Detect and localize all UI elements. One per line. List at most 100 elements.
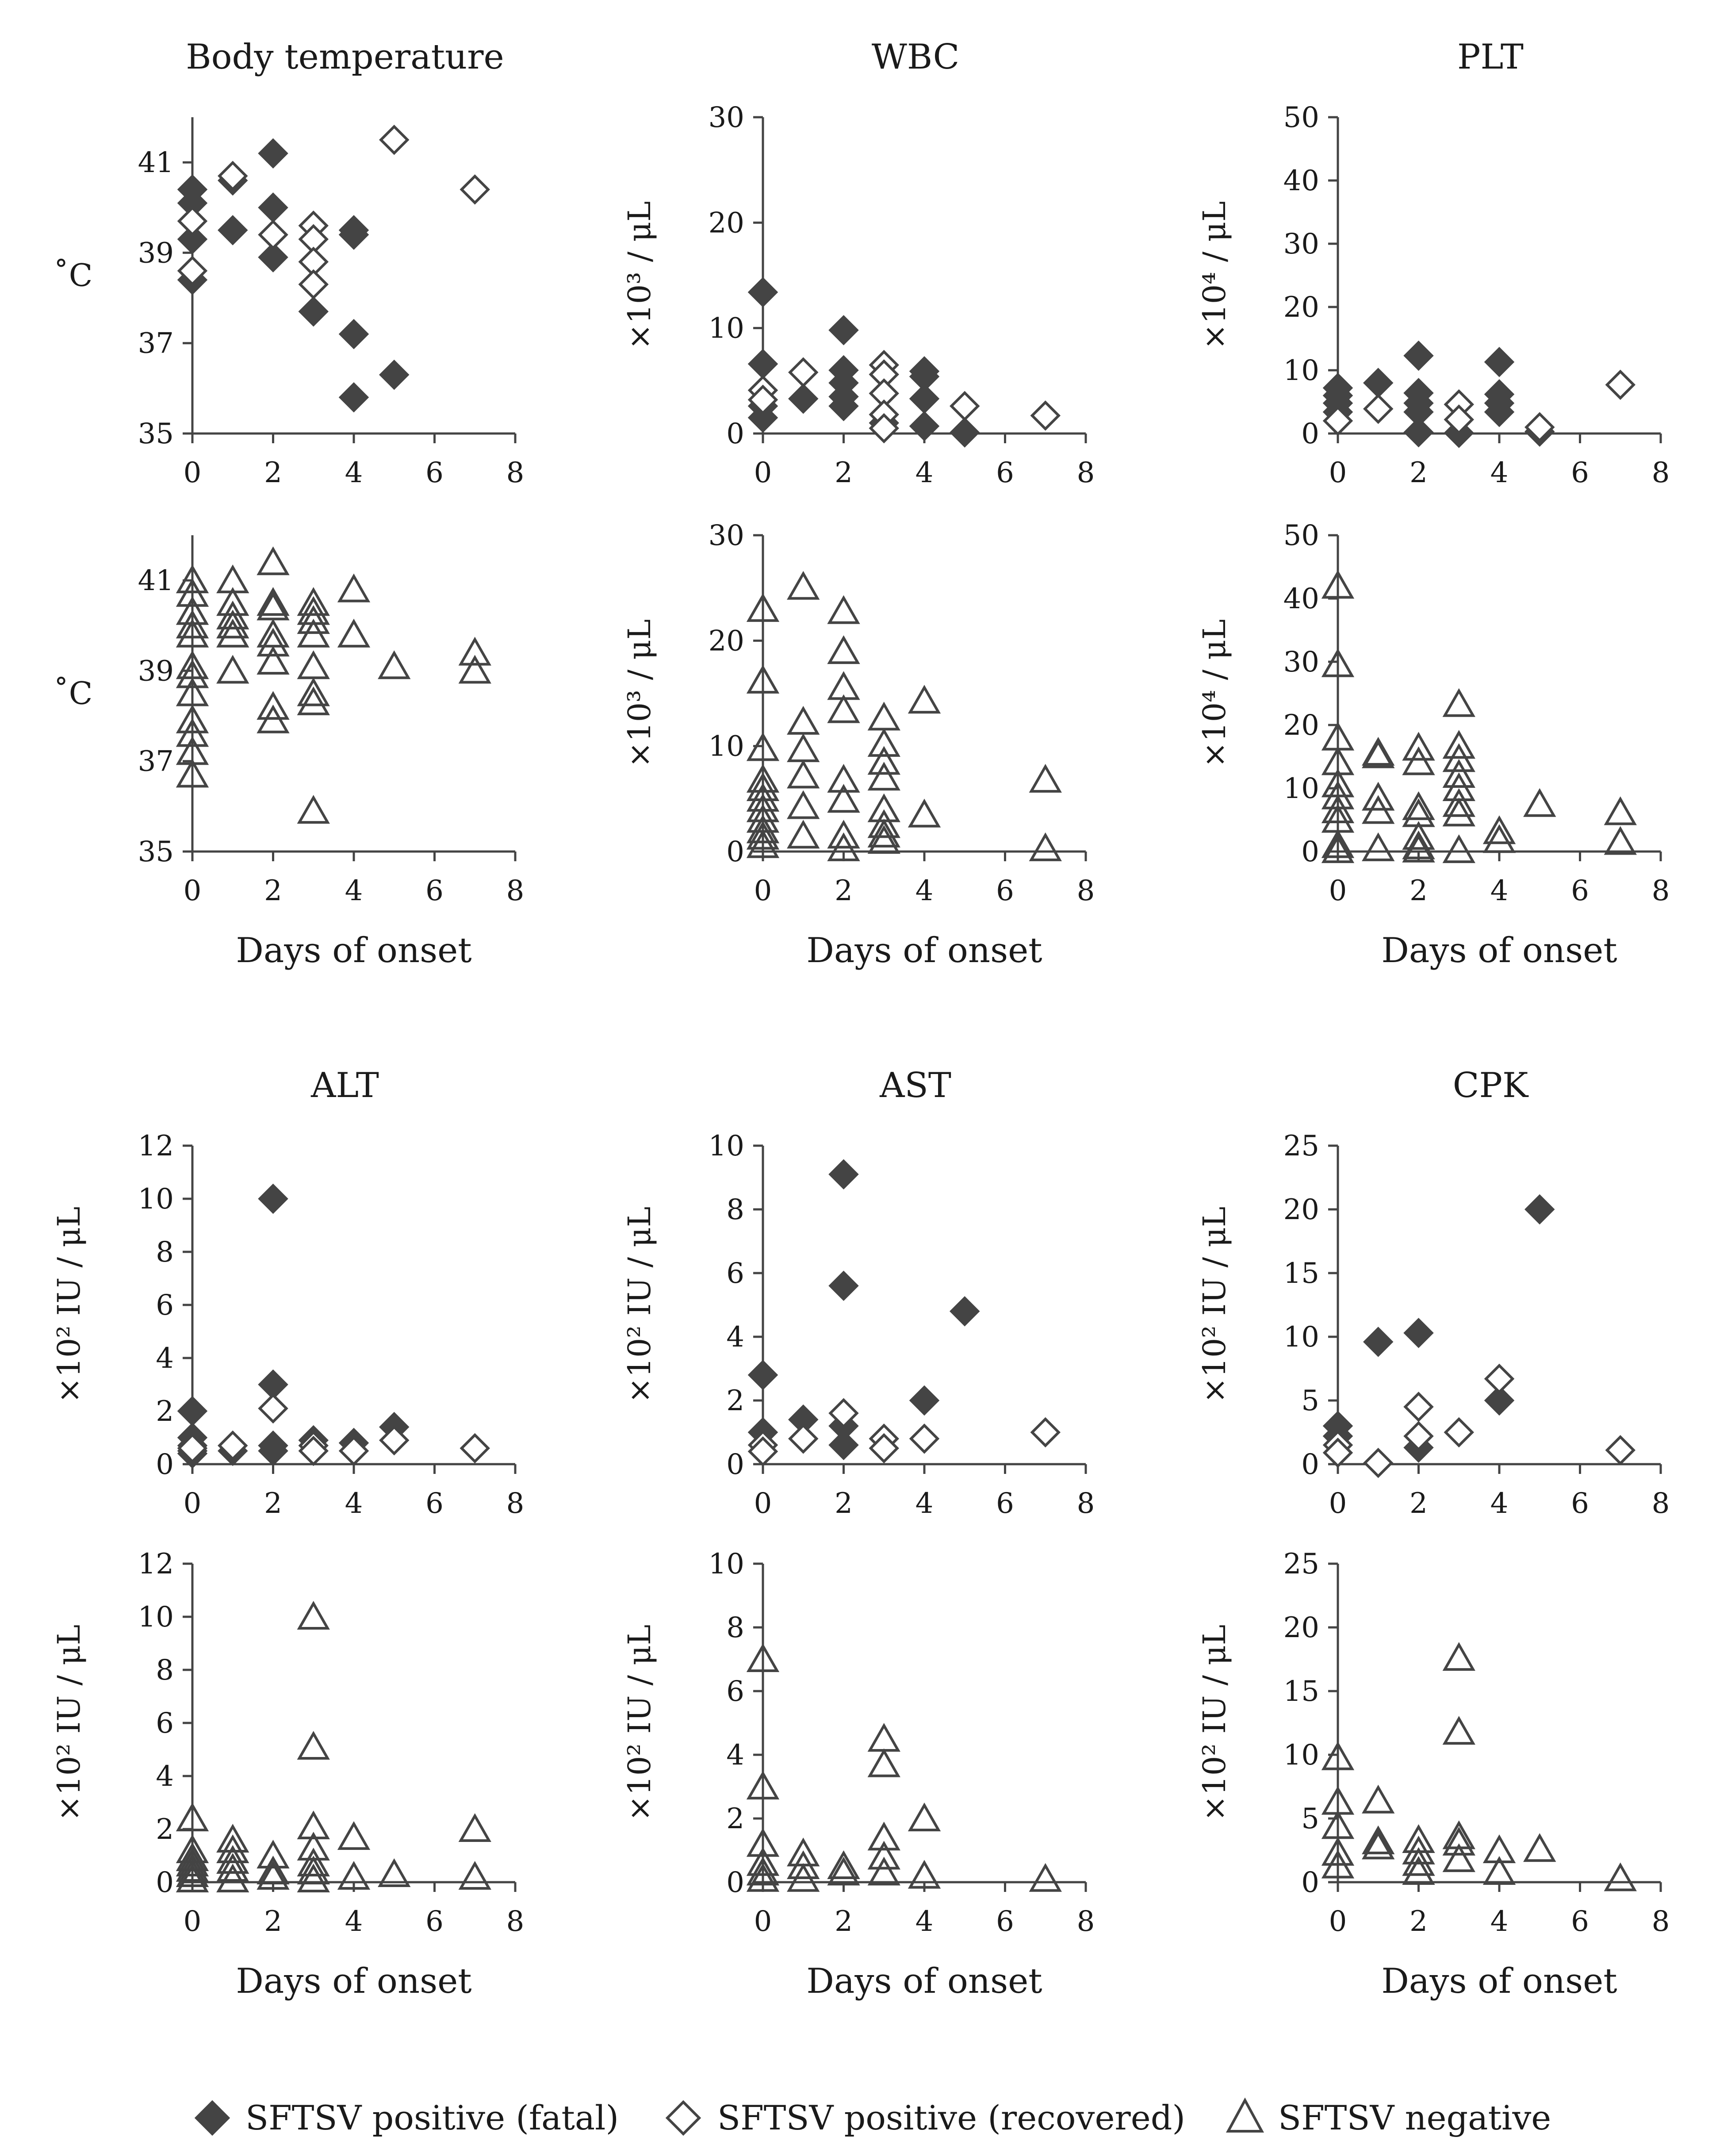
data-point [1484,347,1515,377]
y-tick-label: 0 [726,1866,744,1899]
data-point [1442,743,1475,772]
x-tick-label: 0 [184,1905,202,1938]
panel-title: AST [879,1066,951,1105]
panel-cpk-positive: CPK 0 5 10 15 20 25 0 2 4 6 8 ×10² IU / μL [1196,1066,1670,1520]
data-point [176,718,209,747]
data-point [867,702,900,731]
data-point [258,192,288,223]
y-tick-label: 20 [1283,709,1319,742]
series-open-diamond [1322,1363,1636,1478]
x-tick-label: 2 [835,1487,853,1520]
data-point [297,1730,330,1760]
data-point [908,798,941,828]
data-point [747,403,778,433]
panel-title: ALT [310,1066,379,1105]
x-tick-label: 4 [1490,1905,1509,1938]
panel-title: CPK [1453,1066,1529,1105]
y-tick-label: 30 [709,519,744,552]
panel-temp-positive: Body temperature 35 37 39 41 0 2 4 6 8 ˚C [54,37,525,489]
data-point [297,605,330,634]
data-point [176,564,209,594]
data-point [1482,1856,1516,1885]
data-point [827,832,860,861]
data-point [746,1643,780,1672]
y-tick-label: 39 [138,655,174,687]
data-point [1442,1826,1475,1856]
panel-temp-negative: 35 37 39 41 0 2 4 6 8 ˚C Days of onset [54,535,524,971]
data-point [1442,798,1475,827]
data-point [458,637,491,666]
y-tick-label: 39 [138,237,174,269]
y-axis-label: ×10² IU / μL [51,1625,87,1822]
data-point [218,161,248,192]
data-point [1322,406,1353,436]
x-tick-label: 4 [915,1487,934,1520]
data-point [746,829,780,858]
y-tick-label: 0 [1301,836,1319,868]
data-point [827,763,860,793]
data-point [787,706,820,735]
x-tick-label: 2 [1410,1487,1428,1520]
y-tick-label: 15 [1283,1257,1319,1290]
data-point [257,546,290,575]
data-point [1442,1716,1475,1745]
y-tick-label: 5 [1301,1385,1319,1417]
data-point [1362,739,1395,768]
data-point [827,1857,860,1886]
data-point [176,618,209,648]
data-point [1402,833,1435,863]
y-tick-label: 35 [138,836,174,868]
y-tick-label: 30 [1283,646,1319,679]
x-tick-label: 6 [996,1487,1014,1520]
data-point [746,1857,780,1886]
y-tick-label: 0 [1301,418,1319,450]
data-point [787,790,820,819]
y-tick-label: 20 [1283,1193,1319,1226]
x-tick-label: 0 [754,457,772,489]
x-tick-label: 0 [754,875,772,907]
data-point [1402,732,1435,761]
y-tick-label: 10 [709,730,744,763]
series-open-triangle [1321,570,1637,863]
x-tick-label: 2 [835,457,853,489]
data-point [828,1270,859,1301]
data-point [1604,796,1637,825]
series-open-diamond [747,349,1061,444]
x-tick-label: 6 [996,875,1014,907]
y-tick-label: 25 [1283,1548,1319,1581]
data-point [1363,368,1394,398]
series-open-triangle [176,1600,491,1892]
legend-item-recovered: SFTSV positive (recovered) [665,2098,1185,2137]
data-point [747,1436,778,1467]
y-tick-label: 30 [709,101,744,134]
y-tick-label: 0 [1301,1448,1319,1481]
data-point [257,587,290,616]
data-point [747,1360,778,1390]
x-tick-label: 4 [1490,457,1509,489]
data-point [176,1842,209,1871]
data-point [177,206,208,237]
data-point [1321,1741,1355,1770]
y-tick-label: 10 [709,1130,744,1162]
data-point [297,618,330,648]
data-point [176,704,209,733]
y-tick-label: 0 [726,836,744,868]
data-point [867,1841,900,1870]
x-tick-label: 0 [1329,875,1347,907]
data-point [828,1159,859,1190]
data-point [1362,1825,1395,1854]
data-point [297,795,330,824]
x-tick-label: 0 [754,1487,772,1520]
data-point [257,645,290,675]
y-tick-label: 10 [1283,1739,1319,1772]
data-point [828,1398,859,1429]
data-point [258,1435,288,1466]
data-point [867,1722,900,1752]
data-point [1482,824,1516,853]
data-point [218,215,248,246]
y-tick-label: 6 [726,1257,744,1290]
data-point [827,635,860,664]
x-tick-label: 8 [1652,875,1670,907]
data-point [1321,834,1355,863]
